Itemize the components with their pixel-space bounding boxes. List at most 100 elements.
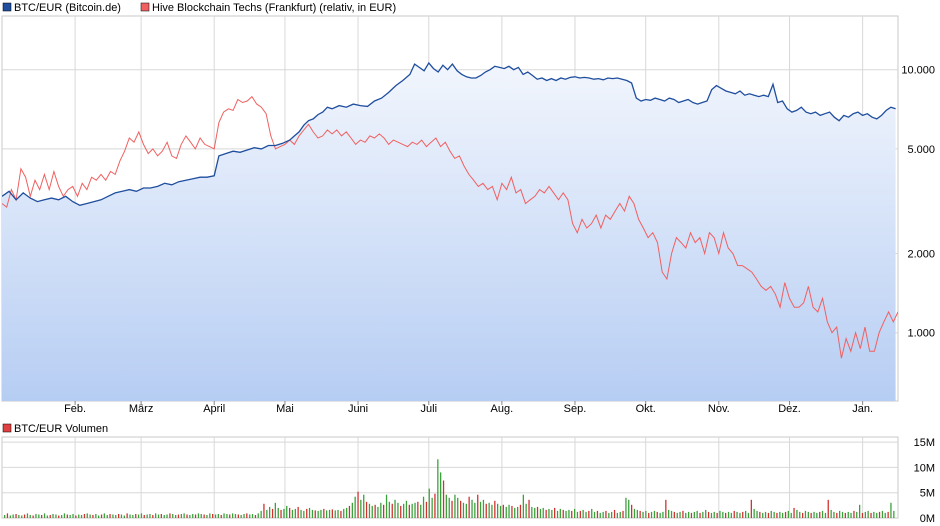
volume-bar	[103, 513, 105, 518]
volume-bar	[12, 514, 14, 518]
volume-bar	[15, 514, 17, 518]
volume-bar	[166, 514, 168, 518]
volume-bar	[428, 488, 430, 518]
volume-bar	[78, 514, 80, 518]
volume-bar	[488, 502, 490, 518]
volume-bar	[522, 494, 524, 518]
volume-bar	[722, 511, 724, 518]
price-x-tick-label: Juni	[348, 403, 368, 415]
volume-bar	[414, 502, 416, 518]
volume-bar	[160, 514, 162, 518]
volume-bar	[502, 504, 504, 518]
volume-bar	[568, 509, 570, 518]
volume-bar	[451, 500, 453, 518]
volume-bar	[135, 514, 137, 518]
volume-bar	[314, 510, 316, 518]
volume-bar	[380, 502, 382, 518]
volume-y-tick-label: 10M	[914, 462, 935, 474]
volume-bar	[445, 494, 447, 518]
volume-bar	[742, 511, 744, 518]
volume-bar	[217, 514, 219, 518]
volume-bar	[579, 510, 581, 518]
volume-bar	[280, 509, 282, 518]
volume-bar	[223, 513, 225, 518]
volume-bar	[884, 512, 886, 518]
volume-bar	[72, 514, 74, 518]
legend-label-btc: BTC/EUR (Bitcoin.de)	[14, 2, 121, 14]
volume-bar	[388, 501, 390, 518]
volume-bar	[163, 515, 165, 518]
volume-bar	[733, 510, 735, 518]
volume-bar	[679, 511, 681, 518]
volume-bar	[824, 512, 827, 518]
volume-bar	[226, 514, 228, 518]
volume-bar	[348, 505, 351, 518]
price-x-tick-label: April	[203, 403, 225, 415]
volume-bar	[180, 514, 182, 518]
volume-bar	[400, 505, 402, 518]
volume-bar	[55, 514, 57, 518]
volume-bar	[719, 510, 721, 518]
volume-bar	[266, 509, 268, 518]
volume-bar	[149, 514, 151, 518]
volume-bar	[485, 503, 487, 518]
volume-bar	[479, 501, 482, 518]
volume-bar	[460, 500, 462, 518]
volume-bar	[251, 514, 254, 518]
volume-bar	[859, 504, 861, 518]
volume-bar	[320, 509, 322, 518]
volume-bar	[727, 511, 730, 518]
volume-bar	[397, 502, 399, 518]
volume-bar	[747, 512, 750, 518]
volume-bar	[440, 472, 442, 518]
volume-bar	[539, 508, 542, 518]
volume-bar	[827, 499, 829, 518]
volume-bar	[18, 515, 20, 518]
volume-bar	[548, 508, 550, 518]
volume-bar	[796, 509, 798, 518]
volume-bar	[878, 511, 881, 518]
price-x-tick-label: Aug.	[491, 403, 514, 415]
volume-bar	[819, 511, 821, 518]
volume-bar	[203, 514, 205, 518]
volume-bar	[442, 480, 445, 518]
volume-bar	[465, 503, 467, 518]
volume-bar	[639, 510, 641, 518]
volume-bar	[536, 506, 539, 518]
volume-bar	[337, 509, 339, 518]
volume-bar	[100, 514, 103, 518]
volume-bar	[448, 497, 450, 519]
volume-bar	[106, 515, 108, 518]
volume-bar	[183, 513, 185, 518]
volume-bar	[782, 512, 784, 518]
volume-y-axis: 15M 10M 5M 0M	[914, 437, 935, 525]
volume-bar	[260, 510, 262, 518]
volume-bar	[850, 512, 852, 518]
volume-bar	[836, 512, 838, 518]
volume-bar	[306, 508, 308, 518]
volume-bar	[593, 511, 596, 518]
volume-bar	[559, 508, 561, 518]
volume-bar	[659, 512, 661, 518]
volume-bar	[576, 511, 579, 518]
volume-bar	[542, 507, 544, 518]
volume-bar	[784, 511, 787, 518]
volume-bar	[574, 508, 576, 518]
price-legend: BTC/EUR (Bitcoin.de) Hive Blockchain Tec…	[2, 2, 396, 14]
volume-bar	[705, 509, 707, 518]
volume-bar	[528, 499, 530, 518]
volume-bar	[648, 512, 650, 518]
volume-bar	[517, 506, 519, 518]
volume-bar	[562, 509, 564, 518]
volume-bar	[454, 494, 456, 518]
volume-bar	[462, 502, 465, 518]
volume-bar	[807, 511, 809, 518]
volume-bar	[411, 503, 413, 518]
volume-bar	[240, 515, 242, 518]
volume-bar	[867, 510, 869, 518]
volume-y-tick-label: 15M	[914, 437, 935, 449]
volume-bar	[209, 513, 211, 518]
volume-bar	[69, 515, 71, 518]
volume-bar	[477, 494, 479, 518]
